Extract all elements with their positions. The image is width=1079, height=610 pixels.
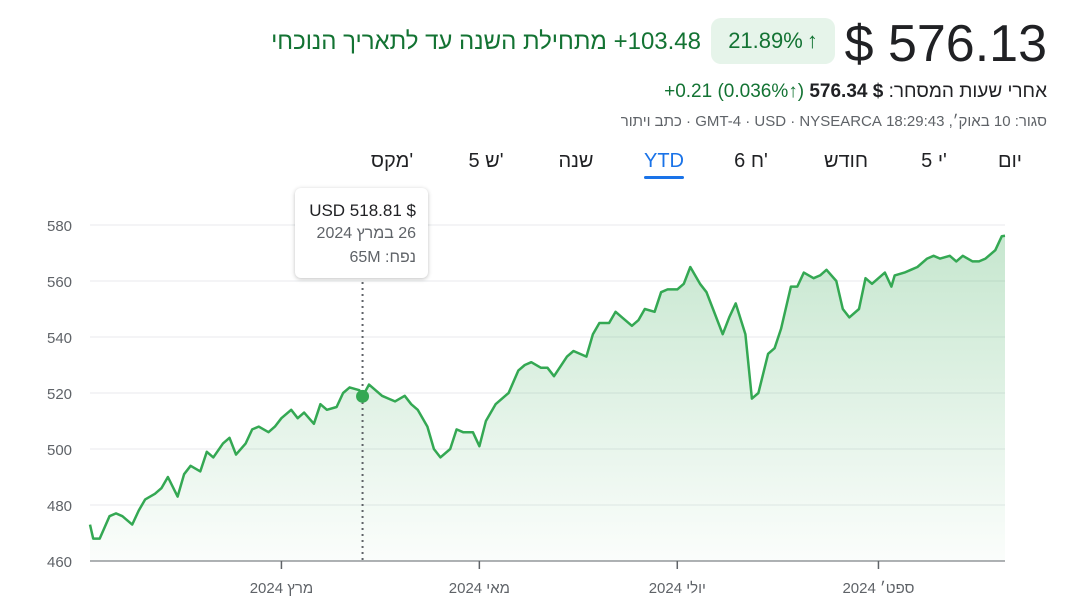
tab-2[interactable]: חודש — [823, 150, 869, 172]
arrow-up-icon: ↑ — [806, 28, 818, 53]
tab-4[interactable]: YTD — [644, 150, 684, 179]
ytd-change-percent: 21.89% — [728, 28, 803, 53]
y-tick-label: 500 — [47, 442, 72, 459]
tab-0[interactable]: יום — [998, 150, 1022, 172]
tab-1[interactable]: 5 י' — [921, 150, 947, 172]
tooltip-date: 26 במרץ 2024 — [316, 225, 416, 242]
highlight-point — [356, 389, 370, 403]
price-line — [88, 234, 1006, 540]
chart-tooltip: $ USD 518.81 26 במרץ 2024 נפח: 65M — [295, 188, 428, 278]
tab-7[interactable]: מקס' — [370, 150, 414, 172]
x-tick-label: מרץ 2024 — [250, 580, 313, 597]
after-hours-price: $ 576.34 — [809, 81, 884, 102]
tab-3[interactable]: 6 ח' — [734, 150, 768, 172]
tooltip-volume: נפח: 65M — [349, 249, 416, 266]
after-hours-label: אחרי שעות המסחר: — [888, 81, 1047, 102]
ytd-change-badge: 21.89% ↑ — [711, 18, 835, 64]
y-tick-label: 560 — [47, 274, 72, 291]
x-tick-label: ספט׳ 2024 — [842, 580, 914, 597]
y-tick-label: 580 — [47, 218, 72, 235]
after-hours-row: אחרי שעות המסחר: $ 576.34 (↑0.036%) ‎+0.… — [664, 81, 1047, 103]
market-meta: סגור: 10 באוק׳, 18:29:43 GMT-4 · USD · N… — [620, 113, 1047, 130]
y-tick-label: 520 — [47, 386, 72, 403]
y-tick-label: 540 — [47, 330, 72, 347]
range-tabs: יום 5 י' חודש 6 ח' YTD שנה 5 ש' מקס' — [0, 150, 1079, 190]
y-tick-label: 460 — [47, 554, 72, 571]
y-tick-label: 480 — [47, 498, 72, 515]
x-tick-label: מאי 2024 — [449, 580, 510, 597]
after-hours-percent: (↑0.036%) — [717, 81, 805, 102]
tab-5[interactable]: שנה — [558, 150, 594, 172]
x-tick-label: יולי 2024 — [649, 580, 706, 597]
current-price: $ 576.13 — [844, 15, 1047, 73]
after-hours-change: ‎+0.21 — [664, 81, 713, 102]
ytd-change-text: ‎+103.48 מתחילת השנה עד לתאריך הנוכחי — [271, 28, 701, 55]
tab-6[interactable]: 5 ש' — [468, 150, 504, 172]
price-area — [90, 235, 1005, 562]
tooltip-price: $ USD 518.81 — [309, 201, 416, 220]
